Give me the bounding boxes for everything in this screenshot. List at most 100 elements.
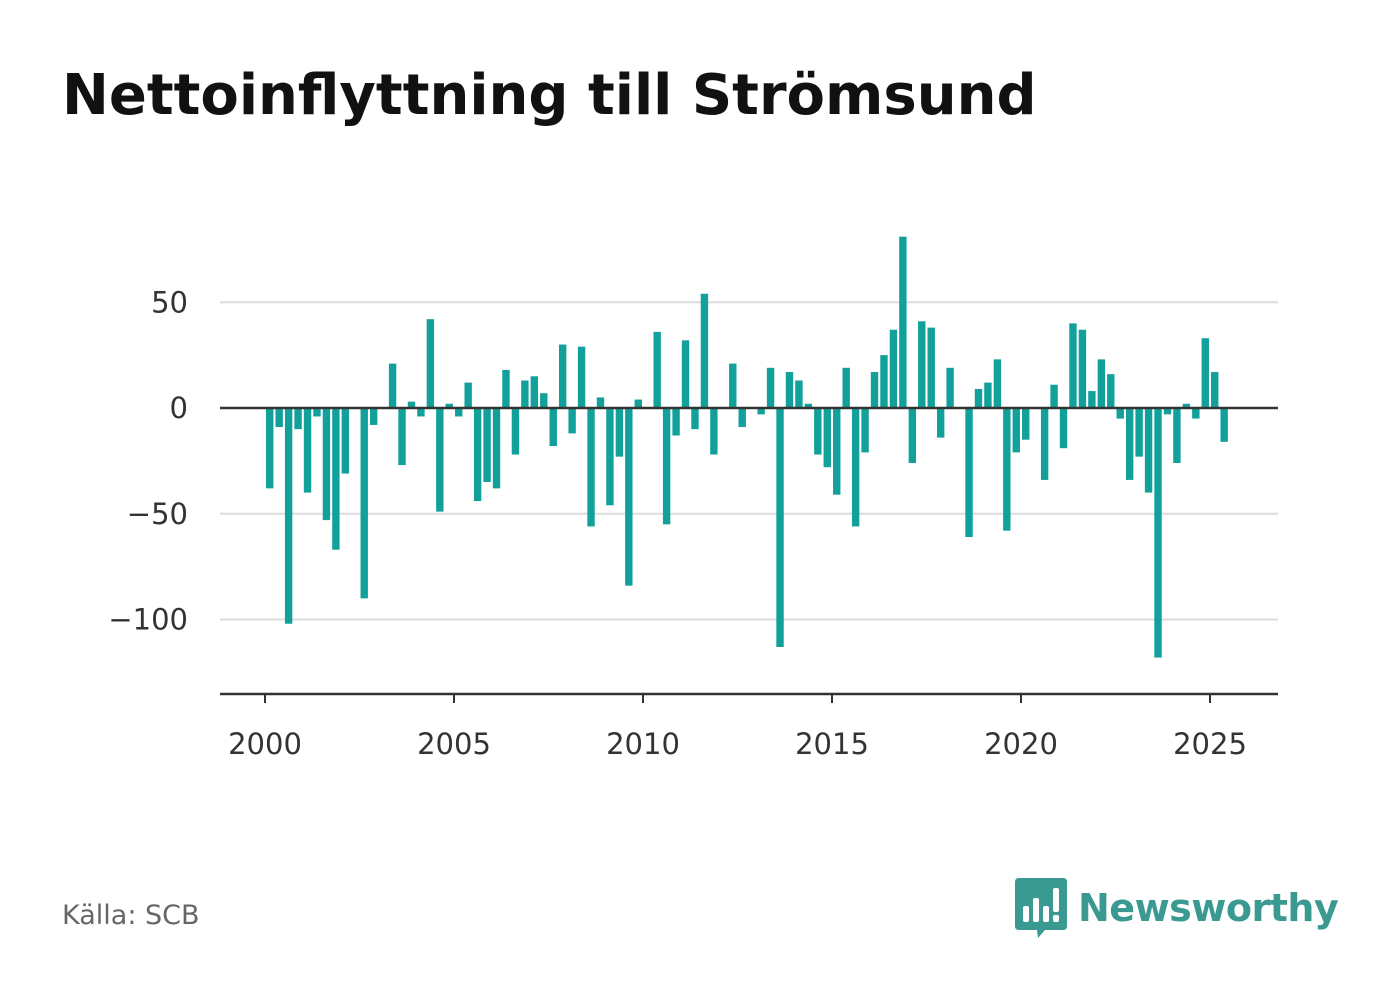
bar	[473, 408, 482, 502]
x-tick-label: 2020	[984, 727, 1058, 761]
bar	[1116, 408, 1124, 419]
bar	[530, 376, 539, 408]
bar	[1107, 374, 1115, 408]
bar	[691, 408, 699, 430]
bar	[275, 408, 283, 428]
bar	[842, 367, 850, 408]
bar	[625, 408, 633, 586]
x-tick-label: 2000	[228, 727, 302, 761]
bar	[1088, 391, 1096, 408]
bar	[445, 403, 453, 408]
bar	[984, 382, 992, 408]
bar	[804, 403, 813, 408]
bar	[1059, 408, 1068, 449]
y-tick-label: 0	[170, 391, 188, 425]
brand-logo: Newsworthy	[1012, 876, 1339, 940]
bar	[974, 388, 983, 408]
bar	[946, 367, 954, 408]
bar	[1125, 408, 1134, 480]
brand-name: Newsworthy	[1078, 886, 1339, 930]
bar	[369, 408, 378, 425]
bar	[993, 359, 1002, 408]
bar	[1069, 323, 1077, 408]
bar	[332, 408, 340, 550]
bar	[1135, 408, 1143, 457]
bar	[738, 408, 746, 428]
bar	[521, 380, 529, 408]
bar	[662, 408, 671, 525]
bar	[313, 408, 321, 417]
bar	[700, 293, 709, 408]
bar	[596, 397, 605, 408]
bar	[341, 408, 350, 474]
bar	[266, 408, 274, 489]
bar	[1040, 408, 1049, 480]
y-tick-label: 50	[151, 285, 188, 319]
bar	[540, 393, 548, 408]
bar	[918, 321, 926, 408]
bar	[322, 408, 331, 521]
axes: 50 0 −50 −100 2000 2005 2010 2015 2020 2025	[108, 285, 1278, 761]
bar	[1144, 408, 1153, 493]
bar	[502, 369, 510, 408]
bar	[1003, 408, 1011, 531]
bar	[464, 382, 472, 408]
y-tick-label: −100	[108, 603, 188, 637]
bar	[492, 408, 501, 489]
bar	[426, 319, 435, 408]
bar	[814, 408, 822, 455]
bar	[1201, 338, 1209, 408]
bar	[360, 408, 368, 599]
grid-lines	[220, 301, 1278, 621]
bar	[558, 344, 567, 408]
bar	[880, 355, 888, 408]
bar	[587, 408, 595, 527]
bar	[672, 408, 680, 436]
bar	[965, 408, 973, 538]
bar	[634, 399, 642, 408]
bar	[455, 408, 463, 417]
bar	[294, 408, 302, 430]
bar	[681, 340, 690, 408]
bar	[284, 408, 293, 624]
bar	[483, 408, 491, 483]
bar	[1220, 408, 1228, 442]
bar	[1012, 408, 1020, 453]
bar	[889, 329, 898, 408]
bar	[795, 380, 803, 408]
bar	[729, 363, 737, 408]
bar	[615, 408, 624, 457]
bar	[776, 408, 784, 647]
bar	[1050, 384, 1058, 408]
bar	[511, 408, 520, 455]
y-tick-label: −50	[127, 497, 188, 531]
bar	[568, 408, 576, 434]
bar	[1173, 408, 1181, 463]
bar	[870, 372, 879, 408]
x-tick-label: 2025	[1173, 727, 1247, 761]
bar	[851, 408, 860, 527]
bar	[303, 408, 312, 493]
bar	[1211, 372, 1219, 408]
bar	[1022, 408, 1030, 440]
bar	[899, 236, 907, 408]
bar	[861, 408, 869, 453]
bar	[908, 408, 917, 463]
bar	[606, 408, 614, 506]
bar	[407, 401, 416, 408]
bar	[549, 408, 557, 447]
bar	[398, 408, 406, 466]
x-tick-label: 2010	[606, 727, 680, 761]
bar	[436, 408, 444, 512]
bar	[653, 331, 661, 408]
bar	[1182, 403, 1191, 408]
bars	[266, 236, 1228, 658]
bar	[833, 408, 841, 495]
bar	[577, 346, 586, 408]
bar	[1154, 408, 1162, 658]
bar	[927, 327, 935, 408]
bar	[757, 408, 765, 415]
bar	[1097, 359, 1106, 408]
bar	[1192, 408, 1200, 419]
